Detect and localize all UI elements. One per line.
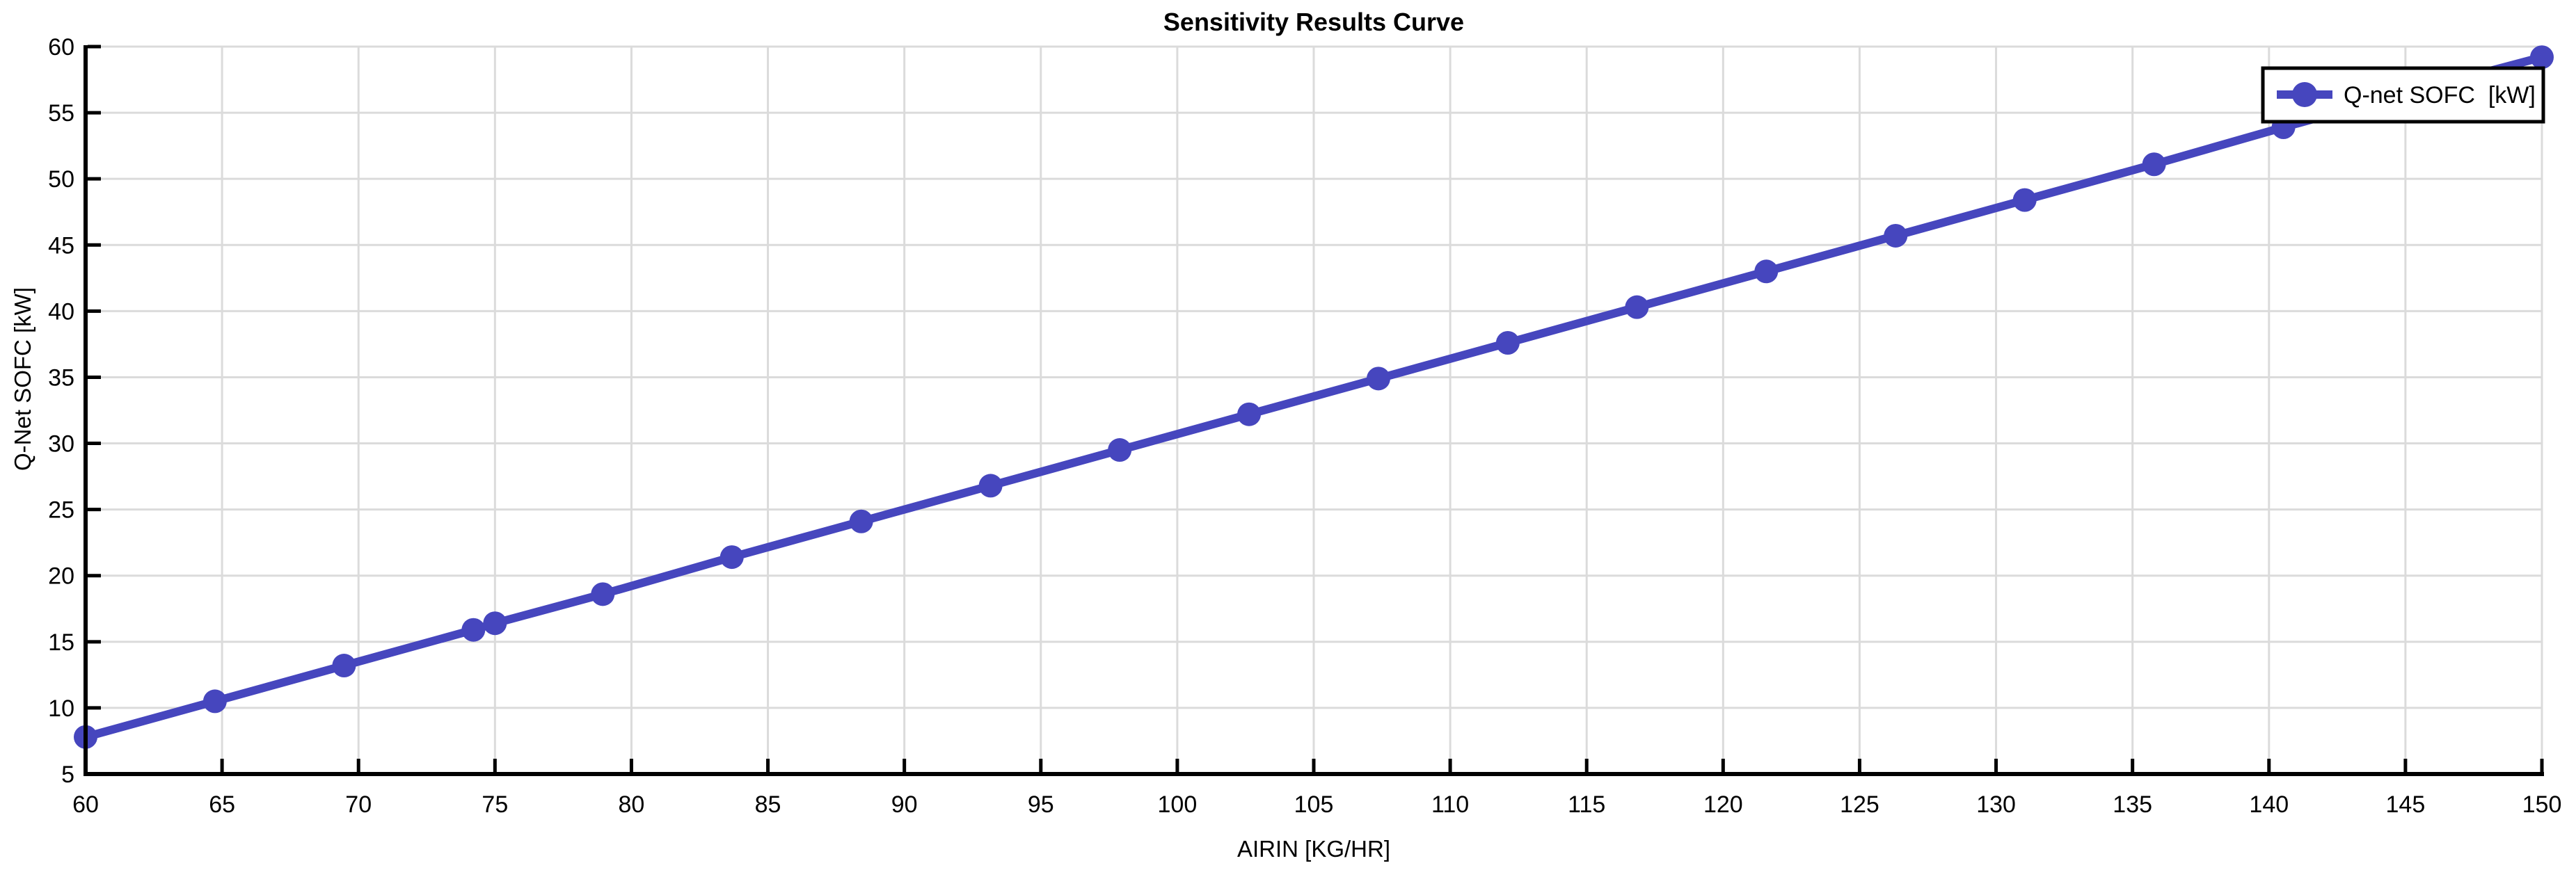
x-tick-label: 110 [1431, 791, 1469, 818]
x-tick-label: 145 [2386, 791, 2426, 818]
x-tick-label: 90 [891, 791, 918, 818]
data-point [2012, 188, 2037, 212]
chart-title: Sensitivity Results Curve [1163, 8, 1464, 36]
y-tick-label: 10 [48, 695, 74, 722]
legend[interactable]: Q-net SOFC [kW] [2261, 66, 2545, 124]
x-tick-label: 65 [209, 791, 235, 818]
legend-series-marker-sample [2292, 82, 2317, 107]
x-tick-label: 120 [1703, 791, 1743, 818]
x-tick-label: 140 [2249, 791, 2289, 818]
data-point [1366, 366, 1390, 391]
x-tick-label: 80 [619, 791, 645, 818]
y-tick-label: 45 [48, 232, 74, 259]
data-point [978, 474, 1003, 498]
data-point [202, 689, 227, 714]
y-tick-label: 20 [48, 563, 74, 590]
y-tick-label: 40 [48, 298, 74, 325]
series-layer [74, 45, 2554, 749]
data-point [1884, 223, 1908, 248]
x-tick-label: 125 [1840, 791, 1879, 818]
data-point [1754, 259, 1779, 284]
y-tick-labels-layer: 5 10 15 20 25 30 35 40 45 50 55 60 [48, 34, 74, 788]
data-point [719, 545, 744, 570]
legend-series-label: Q-net SOFC [kW] [2344, 82, 2536, 108]
data-point [2142, 152, 2166, 177]
x-tick-label: 95 [1028, 791, 1054, 818]
data-point [849, 509, 873, 533]
y-tick-label: 35 [48, 364, 74, 391]
data-point [483, 611, 507, 636]
y-tick-label: 55 [48, 100, 74, 127]
x-tick-label: 85 [755, 791, 781, 818]
data-point [591, 582, 615, 606]
y-tick-label: 30 [48, 431, 74, 458]
x-tick-label: 105 [1294, 791, 1334, 818]
x-tick-label: 70 [345, 791, 372, 818]
x-tick-label: 115 [1568, 791, 1605, 818]
y-axis-title: Q-Net SOFC [kW] [10, 287, 35, 471]
x-tick-label: 135 [2113, 791, 2152, 818]
y-tick-label: 50 [48, 166, 74, 193]
data-point [1625, 295, 1649, 319]
x-tick-label: 100 [1158, 791, 1198, 818]
data-point [461, 618, 486, 642]
x-axis-title: AIRIN [KG/HR] [1237, 836, 1390, 862]
x-tick-labels-layer: 60 65 70 75 80 85 90 95 100 105 110 115 120 125 130 135… [72, 791, 2561, 818]
y-tick-label: 5 [61, 762, 74, 788]
data-point [1495, 331, 1520, 355]
x-tick-label: 150 [2522, 791, 2562, 818]
x-tick-label: 75 [482, 791, 508, 818]
data-point [1237, 402, 1262, 426]
x-tick-label: 60 [72, 791, 99, 818]
x-tick-label: 130 [1976, 791, 2016, 818]
gridlines-layer [84, 45, 2543, 775]
axes-layer [84, 45, 2544, 776]
y-tick-label: 15 [48, 629, 74, 656]
y-tick-label: 25 [48, 497, 74, 524]
tick-marks-layer [84, 45, 2544, 776]
data-point [332, 654, 356, 678]
data-point [1108, 438, 1132, 462]
data-point [2530, 45, 2554, 70]
y-tick-label: 60 [48, 34, 74, 61]
